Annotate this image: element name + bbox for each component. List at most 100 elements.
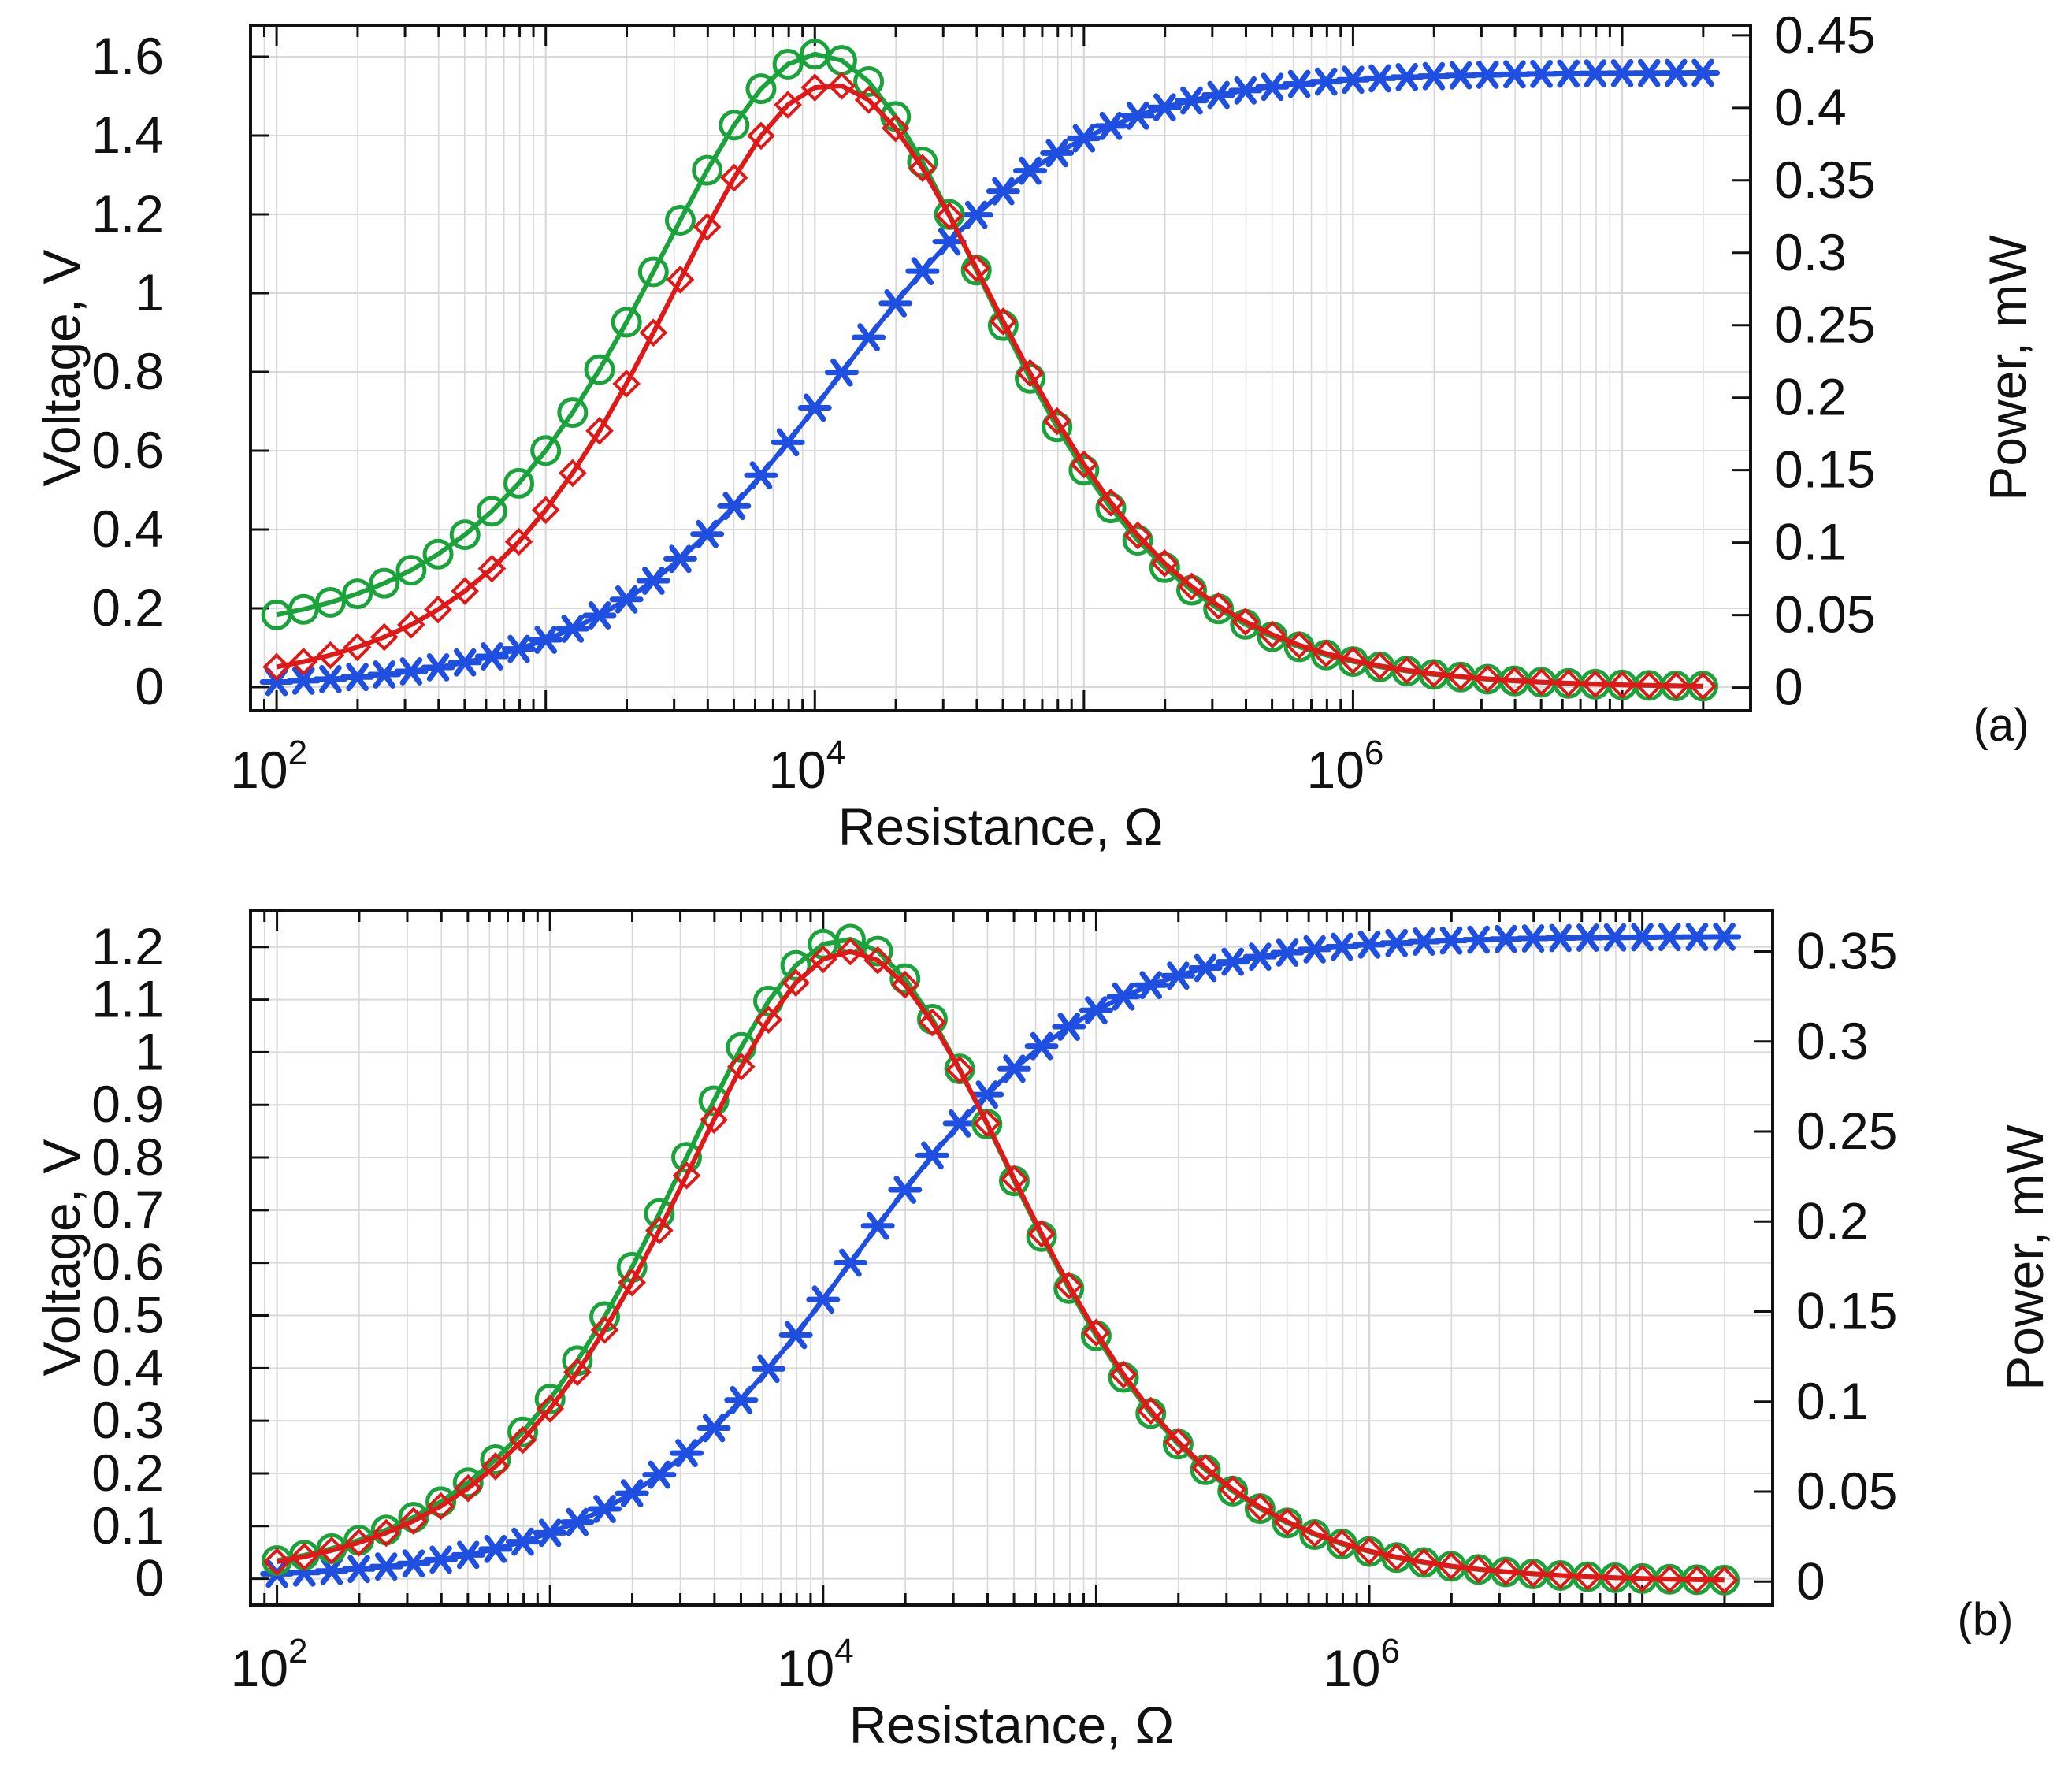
data-point-power-fit: [563, 1358, 592, 1387]
data-point-voltage: [1524, 59, 1559, 88]
data-point-voltage: [1625, 923, 1660, 952]
data-point-power-fit: [1231, 608, 1260, 636]
data-point-voltage: [1605, 59, 1639, 87]
data-point-power-measured: [507, 1416, 539, 1447]
x-tick-label: 104: [777, 1632, 854, 1697]
y-left-tick-label: 0.6: [91, 1233, 164, 1291]
data-point-power-fit: [262, 1548, 291, 1576]
ticks: [249, 910, 1774, 1605]
data-point-power-fit: [1491, 1557, 1521, 1586]
panel-label: (a): [1974, 700, 2029, 751]
data-point-power-fit: [774, 91, 802, 119]
data-point-voltage: [1488, 924, 1523, 953]
y-left-tick-label: 1.1: [91, 970, 164, 1028]
data-point-power-fit: [1392, 656, 1421, 685]
data-point-power-fit: [1688, 671, 1717, 700]
y-left-tick-label: 1.2: [91, 184, 164, 243]
data-point-voltage: [1470, 61, 1505, 89]
data-point-voltage: [1094, 111, 1128, 140]
data-point-power-fit: [1628, 1564, 1657, 1593]
data-point-voltage: [744, 461, 778, 490]
data-point-voltage: [478, 1534, 513, 1563]
x-tick-base: 10: [777, 1639, 834, 1697]
data-point-power-fit: [666, 266, 695, 294]
data-point-voltage: [724, 1385, 759, 1414]
y-right-tick-label: 0.15: [1774, 440, 1875, 499]
data-point-voltage: [367, 660, 402, 689]
data-point-voltage: [1363, 64, 1398, 93]
data-point-voltage: [942, 1109, 977, 1138]
series-diamond: [262, 72, 1717, 700]
x-tick-exponent: 4: [834, 1632, 853, 1670]
data-point-power-fit: [1218, 1475, 1247, 1504]
x-tick-base: 10: [231, 1639, 288, 1697]
y-left-tick-label: 0.3: [91, 1391, 164, 1449]
data-point-power-measured: [611, 307, 642, 338]
y-right-tick-label: 0.1: [1796, 1372, 1869, 1430]
data-point-voltage: [340, 663, 375, 692]
data-point-power-measured: [503, 467, 535, 499]
data-point-power-measured: [772, 48, 804, 80]
data-point-power-fit: [1546, 1561, 1575, 1590]
data-point-power-fit: [1042, 407, 1071, 436]
data-point-power-fit: [693, 213, 722, 241]
data-point-power-fit: [316, 641, 345, 670]
y-left-tick-label: 0.4: [91, 1338, 164, 1396]
data-point-power-measured: [342, 578, 373, 610]
data-point-power-fit: [808, 945, 837, 974]
axes-frame: [249, 909, 1774, 1607]
plot-area: [251, 25, 1751, 711]
y-left-tick-label: 0.4: [91, 500, 164, 558]
data-point-power-fit: [1150, 549, 1179, 578]
data-point-power-fit: [1710, 1566, 1739, 1595]
data-point-power-fit: [504, 527, 533, 556]
data-point-voltage: [313, 664, 347, 693]
data-point-power-fit: [262, 652, 291, 682]
data-point-power-fit: [881, 113, 910, 143]
data-point-power-measured: [698, 1085, 730, 1117]
data-point-power-measured: [395, 555, 427, 586]
data-point-power-fit: [369, 622, 399, 652]
y-left-tick-label: 0.6: [91, 421, 164, 479]
data-point-voltage: [1106, 982, 1141, 1011]
data-point-voltage: [970, 1080, 1004, 1109]
data-point-power-fit: [1554, 669, 1583, 697]
y-right-tick-label: 0.2: [1774, 368, 1847, 426]
data-point-voltage: [932, 227, 967, 256]
chart-panel-a: 0 0.2 0.4 0.6 0.8 1 1.2 1.4 1.6 0 0.05 0.1 0.15 0.2 0.…: [32, 6, 2037, 856]
data-point-voltage: [1147, 93, 1182, 122]
data-point-power-measured: [1095, 492, 1127, 524]
data-point-power-measured: [1042, 411, 1073, 443]
data-point-voltage: [1134, 971, 1168, 1000]
y-left-tick-label: 0: [135, 657, 164, 715]
data-point-power-fit: [451, 577, 480, 605]
x-tick-exponent: 2: [288, 734, 307, 772]
data-point-power-fit: [726, 1052, 756, 1081]
data-point-power-measured: [425, 1486, 457, 1518]
data-point-voltage: [1255, 72, 1290, 102]
y-left-tick-label: 0: [135, 1549, 164, 1607]
data-point-power-measured: [476, 496, 507, 527]
data-point-power-measured: [862, 935, 893, 967]
data-point-voltage: [533, 1518, 567, 1548]
y-right-tick-label: 0.1: [1774, 513, 1847, 571]
data-point-power-fit: [424, 595, 452, 624]
data-point-power-fit: [918, 1008, 947, 1037]
data-point-power-fit: [1164, 1427, 1193, 1456]
data-point-power-measured: [530, 435, 562, 466]
data-point-voltage: [1516, 924, 1550, 953]
data-point-voltage: [342, 1555, 377, 1584]
y-left-tick-label: 1.2: [91, 917, 164, 975]
series-line: [276, 83, 1703, 689]
data-point-power-fit: [890, 970, 919, 999]
x-axis-label: Resistance, Ω: [849, 1696, 1175, 1754]
y-right-axis-label: Power, mW: [1978, 235, 2037, 501]
data-point-voltage: [690, 519, 725, 548]
data-point-voltage: [447, 648, 482, 677]
y-left-tick-label: 1.6: [91, 27, 164, 85]
data-point-power-fit: [1339, 646, 1368, 674]
y-right-tick-label: 0.05: [1774, 585, 1875, 644]
data-point-power-fit: [397, 611, 425, 639]
data-point-voltage: [824, 358, 859, 387]
data-point-power-fit: [1082, 1318, 1111, 1347]
